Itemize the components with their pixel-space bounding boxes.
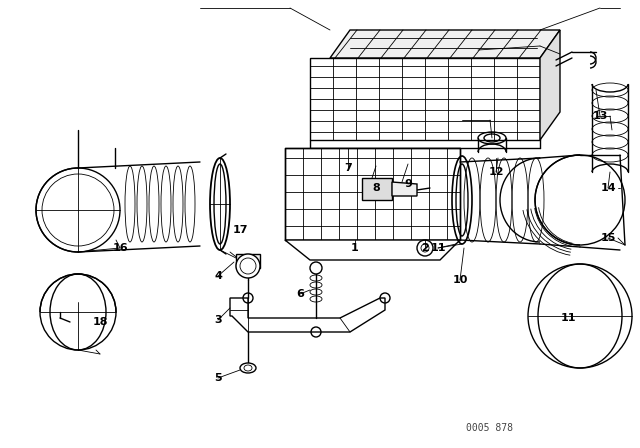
Text: 11: 11 xyxy=(430,243,445,253)
Polygon shape xyxy=(230,298,385,332)
Text: 12: 12 xyxy=(488,167,504,177)
Text: 5: 5 xyxy=(214,373,222,383)
Text: 8: 8 xyxy=(372,183,380,193)
Text: 1: 1 xyxy=(351,243,359,253)
Text: 10: 10 xyxy=(452,275,468,285)
Text: 14: 14 xyxy=(600,183,616,193)
Text: 11: 11 xyxy=(560,313,576,323)
Text: 13: 13 xyxy=(592,111,608,121)
Ellipse shape xyxy=(310,262,322,274)
Polygon shape xyxy=(392,182,417,196)
Text: 3: 3 xyxy=(214,315,222,325)
Text: 18: 18 xyxy=(92,317,108,327)
Polygon shape xyxy=(362,178,392,200)
Polygon shape xyxy=(285,148,460,240)
Text: 2: 2 xyxy=(421,243,429,253)
Text: 6: 6 xyxy=(296,289,304,299)
Text: 15: 15 xyxy=(600,233,616,243)
Polygon shape xyxy=(540,30,560,140)
Text: 9: 9 xyxy=(404,179,412,189)
Ellipse shape xyxy=(240,363,256,373)
Text: 16: 16 xyxy=(112,243,128,253)
Text: 7: 7 xyxy=(344,163,352,173)
Ellipse shape xyxy=(240,258,256,274)
Ellipse shape xyxy=(236,254,260,278)
Polygon shape xyxy=(330,30,560,58)
Polygon shape xyxy=(285,240,460,260)
Text: 4: 4 xyxy=(214,271,222,281)
Text: 0005 878: 0005 878 xyxy=(467,423,513,433)
Polygon shape xyxy=(310,58,540,140)
Text: 17: 17 xyxy=(232,225,248,235)
Polygon shape xyxy=(236,254,260,268)
